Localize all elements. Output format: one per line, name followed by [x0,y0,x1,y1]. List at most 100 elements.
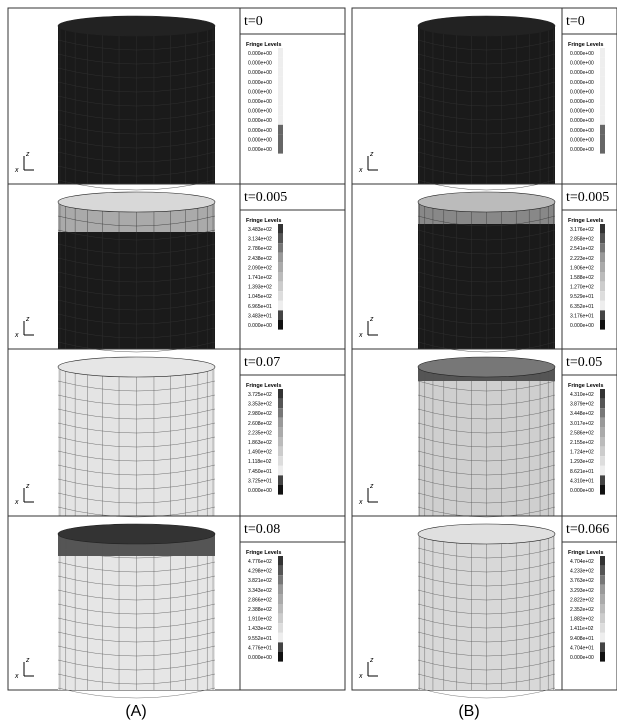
axis-label: z [25,657,30,664]
fringe-level: 3.725e+02 [248,392,272,398]
fringe-level: 0.000e+00 [570,323,594,329]
fringe-swatch [600,389,605,399]
fringe-level: 3.821e+02 [248,578,272,584]
axis-label: x [14,673,19,680]
fringe-level: 0.000e+00 [248,109,272,115]
time-label: t=0.005 [566,190,609,205]
fringe-level: 1.293e+02 [570,459,594,465]
fringe-swatch [600,291,605,301]
fringe-swatch [600,408,605,418]
fringe-swatch [278,96,283,106]
fringe-swatch [278,115,283,125]
fringe-level: 0.000e+00 [248,89,272,95]
fringe-level: 0.000e+00 [570,70,594,76]
axis-label: z [25,316,30,323]
fringe-level: 7.450e+01 [248,469,272,475]
axis-label: x [14,499,19,506]
legend-title: Fringe Levels [246,383,281,389]
time-label: t=0 [566,14,585,29]
fringe-level: 3.176e+01 [570,313,594,319]
fringe-level: 4.704e+01 [570,645,594,651]
fringe-swatch [600,48,605,58]
fringe-swatch [278,243,283,253]
fringe-swatch [278,234,283,244]
fringe-swatch [278,427,283,437]
fringe-level: 4.776e+01 [248,645,272,651]
fringe-swatch [278,144,283,154]
fringe-swatch [600,301,605,311]
fringe-level: 3.176e+02 [570,227,594,233]
cylinder-top [418,16,555,36]
fringe-level: 1.393e+02 [248,285,272,291]
fringe-swatch [600,447,605,457]
fringe-swatch [600,125,605,135]
fringe-swatch [278,418,283,428]
fringe-swatch [278,48,283,58]
fringe-swatch [600,437,605,447]
axis-label: x [358,673,363,680]
fringe-level: 3.879e+02 [570,402,594,408]
fringe-level: 3.725e+01 [248,478,272,484]
fringe-level: 6.965e+01 [248,304,272,310]
axis-label: z [369,657,374,664]
fringe-level: 6.352e+01 [570,304,594,310]
fringe-swatch [278,320,283,330]
fringe-level: 2.223e+02 [570,256,594,262]
axis-label: x [358,167,363,174]
fringe-level: 4.298e+02 [248,569,272,575]
fringe-swatch [278,262,283,272]
fringe-swatch [278,642,283,652]
fringe-swatch [600,243,605,253]
fringe-swatch [600,418,605,428]
fringe-swatch [600,623,605,633]
axis-label: z [25,151,30,158]
fringe-swatch [278,86,283,96]
fringe-level: 0.000e+00 [570,51,594,57]
fringe-swatch [600,633,605,643]
fringe-level: 3.448e+02 [570,411,594,417]
fringe-level: 1.882e+02 [570,617,594,623]
fringe-swatch [600,262,605,272]
time-label: t=0.05 [566,355,602,370]
fringe-level: 1.411e+02 [570,626,594,632]
fringe-level: 1.588e+02 [570,275,594,281]
fringe-level: 0.000e+00 [570,655,594,661]
fringe-swatch [278,399,283,409]
fringe-level: 2.541e+02 [570,246,594,252]
caption: (B) [458,703,479,720]
fringe-swatch [600,67,605,77]
fringe-level: 2.155e+02 [570,440,594,446]
fringe-swatch [600,456,605,466]
fringe-level: 1.118e+02 [248,459,272,465]
fringe-swatch [600,96,605,106]
fringe-swatch [278,134,283,144]
fringe-level: 3.483e+01 [248,313,272,319]
fringe-level: 2.438e+02 [248,256,272,262]
fringe-swatch [600,594,605,604]
fringe-level: 0.000e+00 [570,61,594,67]
fringe-level: 3.353e+02 [248,402,272,408]
fringe-swatch [600,144,605,154]
fringe-swatch [278,456,283,466]
legend-title: Fringe Levels [246,42,281,48]
fringe-swatch [278,282,283,292]
fringe-level: 3.763e+02 [570,578,594,584]
fringe-swatch [278,614,283,624]
fringe-level: 2.608e+02 [248,421,272,427]
fringe-swatch [600,604,605,614]
fringe-swatch [278,652,283,662]
time-label: t=0.005 [244,190,287,205]
fringe-level: 0.000e+00 [570,118,594,124]
fringe-level: 3.293e+02 [570,588,594,594]
axis-label: z [369,316,374,323]
cylinder-top [418,192,555,212]
axis-label: x [358,332,363,339]
fringe-swatch [600,115,605,125]
fringe-swatch [600,652,605,662]
cylinder-top [58,16,215,36]
time-label: t=0.07 [244,355,280,370]
fringe-level: 3.343e+02 [248,588,272,594]
fringe-level: 1.906e+02 [570,265,594,271]
fringe-level: 1.910e+02 [248,617,272,623]
fringe-level: 2.822e+02 [570,597,594,603]
